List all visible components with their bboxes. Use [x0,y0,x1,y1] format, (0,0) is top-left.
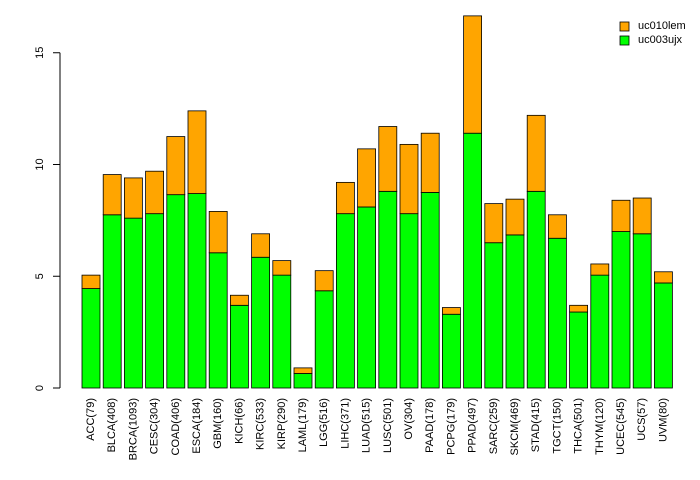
x-category-label: STAD(415) [530,398,542,452]
bar-uc010lem-20 [505,198,525,236]
bar-uc010lem-9 [272,260,292,276]
bar-uc010lem-7 [229,294,249,306]
bar-uc003ujx-15 [399,213,419,389]
bar-uc010lem-0 [81,274,101,289]
x-category-label: LUAD(515) [361,398,373,453]
x-category-label: UVM(80) [657,398,669,442]
x-category-label: UCS(57) [636,398,648,441]
bar-uc003ujx-14 [378,190,398,389]
x-category-label: PCPG(179) [445,398,457,455]
legend: uc010lem uc003ujx [619,20,686,46]
bar-uc003ujx-4 [166,194,186,389]
x-category-label: BRCA(1093) [127,398,139,460]
bar-uc003ujx-17 [441,313,461,389]
bar-uc003ujx-9 [272,274,292,389]
legend-swatch-uc010lem [619,21,630,32]
bar-uc003ujx-22 [548,237,567,389]
legend-label-uc010lem: uc010lem [638,20,686,32]
bar-uc010lem-27 [654,271,673,284]
bar-uc010lem-18 [463,15,483,134]
x-category-label: UCEC(545) [615,398,627,455]
bar-uc003ujx-1 [102,214,122,389]
x-category-label: GBM(160) [212,398,224,449]
bar-uc010lem-13 [357,148,377,208]
bar-uc010lem-5 [187,110,207,194]
bar-uc010lem-25 [611,199,631,232]
x-category-label: KIRP(290) [276,398,288,449]
x-axis-labels: ACC(79) BLCA(408) BRCA(1093) CESC(304) COAD(… [85,398,669,460]
bar-uc003ujx-25 [611,231,631,389]
bar-uc010lem-3 [145,170,165,215]
x-category-label: LGG(516) [318,398,330,447]
bar-uc010lem-10 [293,367,313,374]
bar-uc003ujx-12 [335,213,355,389]
bar-uc003ujx-16 [420,192,440,389]
bar-uc010lem-1 [102,174,122,216]
x-category-label: LUSC(501) [382,398,394,453]
bar-uc010lem-16 [420,132,440,193]
bar-uc003ujx-13 [357,206,377,389]
x-category-label: SARC(259) [488,398,500,454]
legend-swatch-uc003ujx [619,35,630,46]
bar-uc003ujx-23 [569,311,588,389]
y-tick-label: 15 [34,47,46,59]
x-category-label: THCA(501) [573,398,585,454]
bar-uc003ujx-2 [124,217,143,389]
bar-uc010lem-12 [335,181,355,215]
bar-uc003ujx-3 [145,213,165,389]
x-category-label: ACC(79) [85,398,97,441]
x-category-label: SKCM(469) [509,398,521,455]
bar-uc003ujx-7 [229,304,249,389]
bar-uc003ujx-26 [632,233,652,389]
bar-uc010lem-4 [166,136,186,196]
x-category-label: BLCA(408) [106,398,118,452]
x-category-label: PPAD(497) [467,398,479,453]
x-category-label: PAAD(178) [424,398,436,453]
y-tick-label: 5 [34,273,46,279]
bar-uc003ujx-21 [526,190,546,389]
bar-uc010lem-22 [548,214,567,239]
x-category-label: KICH(66) [233,398,245,444]
bar-uc010lem-19 [484,203,504,244]
x-category-label: THYM(120) [594,398,606,455]
bar-uc010lem-2 [124,177,143,219]
bar-uc010lem-6 [208,211,228,254]
bar-uc010lem-8 [251,233,271,258]
bar-uc010lem-14 [378,126,398,192]
bar-uc003ujx-5 [187,193,207,389]
legend-label-uc003ujx: uc003ujx [638,34,683,46]
bar-uc003ujx-11 [314,290,334,389]
bar-uc010lem-24 [590,263,610,276]
bar-uc003ujx-0 [81,288,101,389]
x-category-label: LAML(179) [297,398,309,452]
x-category-label: CESC(304) [149,398,161,454]
bar-uc010lem-11 [314,270,334,292]
bar-uc003ujx-8 [251,256,271,389]
y-tick-label: 10 [34,158,46,170]
bar-uc003ujx-27 [654,282,673,389]
bar-uc010lem-17 [441,307,461,315]
bar-uc010lem-23 [569,304,588,313]
bar-uc003ujx-10 [293,373,313,389]
bar-uc003ujx-18 [463,132,483,389]
bar-uc010lem-21 [526,114,546,192]
bar-uc003ujx-24 [590,274,610,389]
bars-group [81,15,673,389]
bar-uc010lem-15 [399,143,419,215]
bar-uc003ujx-19 [484,242,504,389]
bar-uc003ujx-20 [505,234,525,389]
bar-uc010lem-26 [632,197,652,235]
x-category-label: KIRC(533) [255,398,267,450]
y-tick-label: 0 [34,385,46,391]
bar-uc003ujx-6 [208,252,228,389]
x-category-label: OV(304) [403,398,415,440]
x-category-label: COAD(406) [170,398,182,455]
x-category-label: ESCA(184) [191,398,203,454]
y-axis: 0 5 10 15 [34,47,61,391]
x-category-label: LIHC(371) [339,398,351,449]
x-category-label: TGCT(150) [551,398,563,454]
